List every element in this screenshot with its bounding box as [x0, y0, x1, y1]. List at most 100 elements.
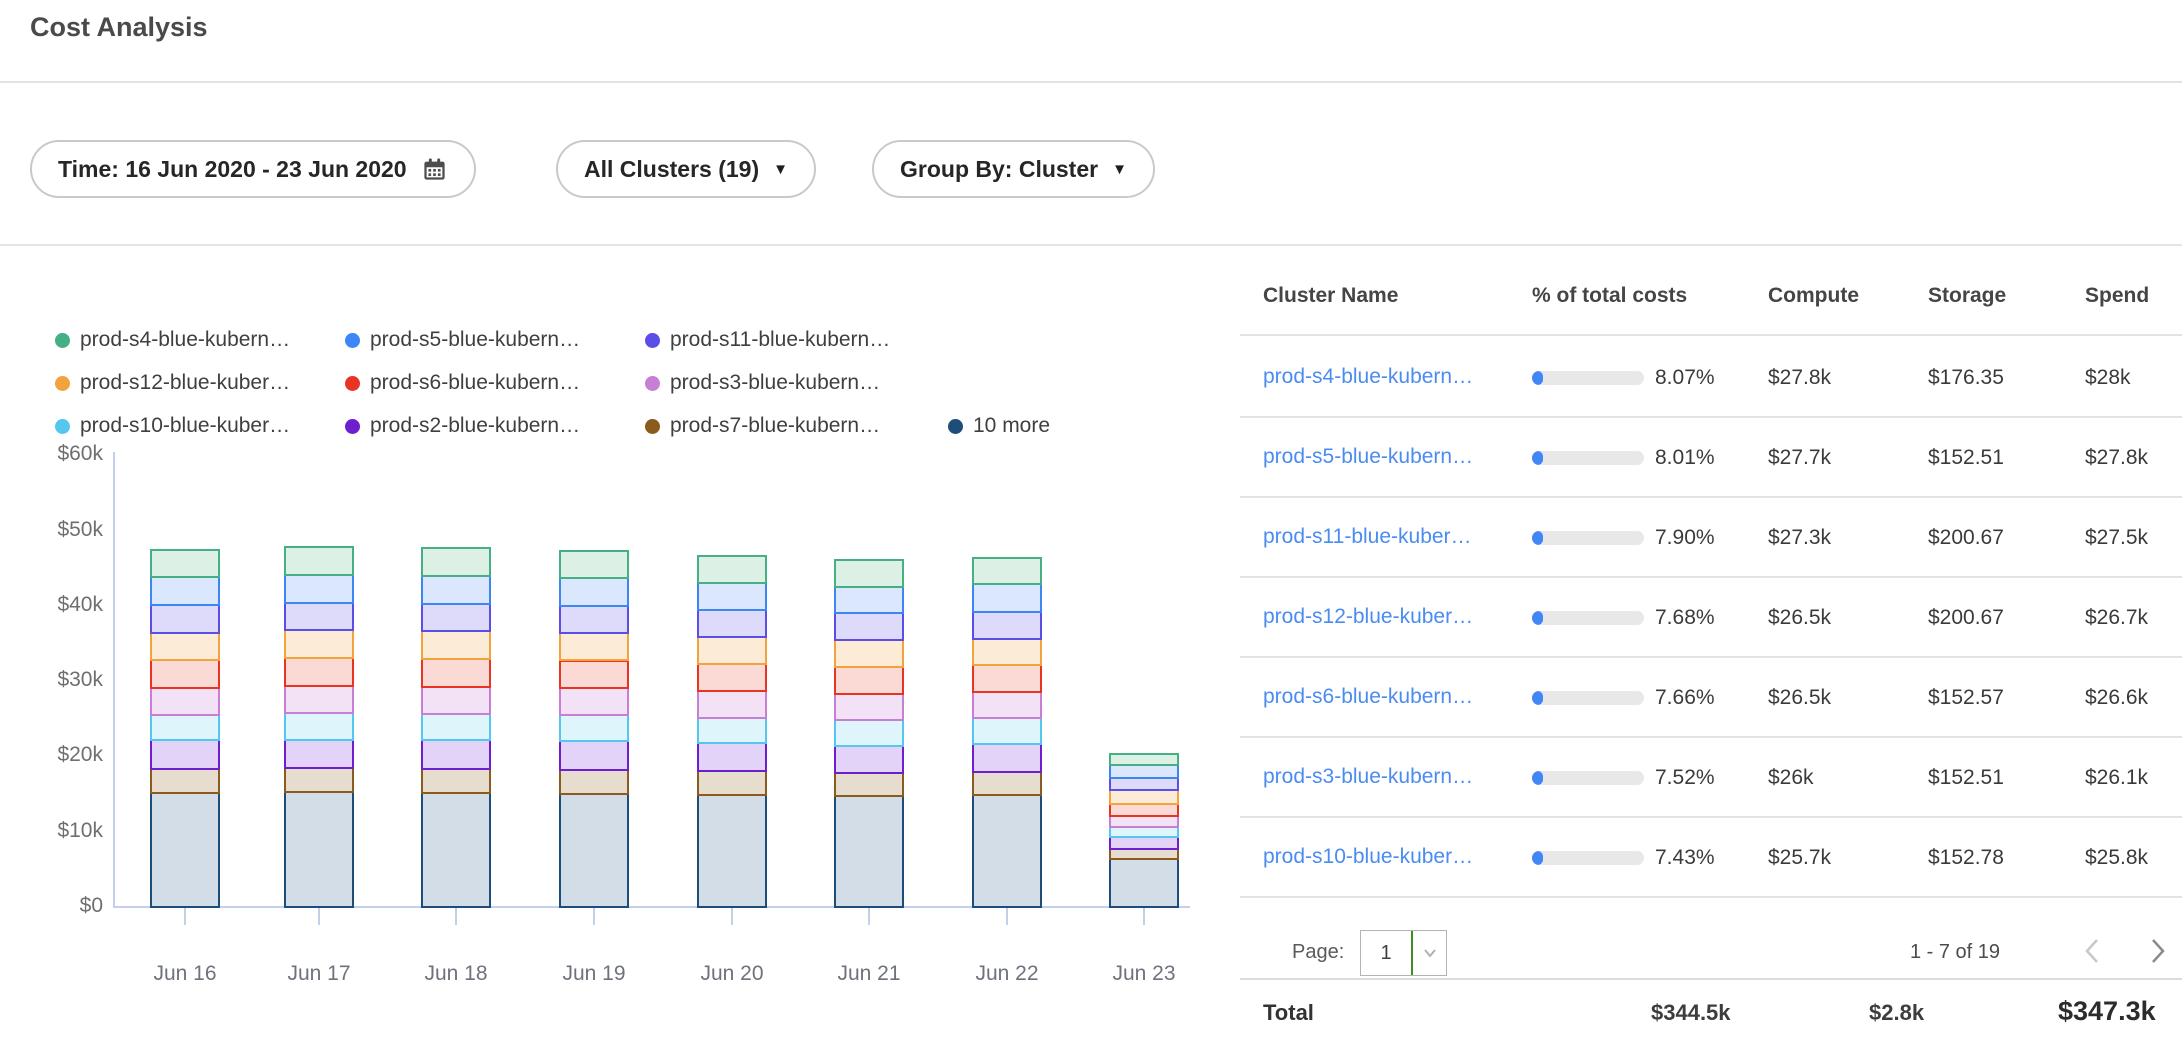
bar-segment[interactable] — [559, 740, 629, 771]
bar-segment[interactable] — [559, 576, 629, 607]
bar-segment[interactable] — [834, 585, 904, 615]
legend-item[interactable]: prod-s2-blue-kubern… — [345, 412, 580, 440]
bar-segment[interactable] — [150, 631, 220, 661]
bar-segment[interactable] — [559, 768, 629, 795]
bar-segment[interactable] — [559, 792, 629, 908]
bar-segment[interactable] — [421, 575, 491, 606]
legend-item[interactable]: prod-s4-blue-kubern… — [55, 326, 290, 354]
bar-segment[interactable] — [150, 739, 220, 770]
legend-item[interactable]: prod-s6-blue-kubern… — [345, 369, 580, 397]
bar-segment[interactable] — [284, 767, 354, 794]
bar-segment[interactable] — [421, 792, 491, 908]
bar-segment[interactable] — [559, 687, 629, 717]
bar-segment[interactable] — [1109, 776, 1179, 792]
bar-segment[interactable] — [972, 794, 1042, 908]
bar-segment[interactable] — [559, 659, 629, 690]
bar-segment[interactable] — [421, 630, 491, 660]
bar-segment[interactable] — [421, 739, 491, 770]
bar-segment[interactable] — [284, 685, 354, 715]
bar-segment[interactable] — [972, 717, 1042, 746]
bar-segment[interactable] — [834, 718, 904, 747]
bar-segment[interactable] — [697, 581, 767, 612]
bar-segment[interactable] — [972, 610, 1042, 640]
bar-segment[interactable] — [972, 637, 1042, 667]
bar-segment[interactable] — [559, 632, 629, 662]
bar-segment[interactable] — [697, 690, 767, 719]
bar-segment[interactable] — [559, 604, 629, 635]
bar-segment[interactable] — [284, 545, 354, 576]
legend-item[interactable]: prod-s3-blue-kubern… — [645, 369, 880, 397]
bar-segment[interactable] — [284, 601, 354, 632]
bar-segment[interactable] — [834, 665, 904, 695]
bar-segment[interactable] — [972, 743, 1042, 773]
bar-segment[interactable] — [559, 714, 629, 743]
bar-segment[interactable] — [834, 795, 904, 908]
cluster-name-link[interactable]: prod-s3-blue-kubern… — [1263, 765, 1474, 788]
cluster-name-link[interactable]: prod-s10-blue-kuber… — [1263, 845, 1474, 868]
bar-segment[interactable] — [284, 573, 354, 604]
bar-segment[interactable] — [150, 792, 220, 908]
bar-segment[interactable] — [421, 685, 491, 715]
bar-segment[interactable] — [150, 767, 220, 795]
bar-segment[interactable] — [150, 686, 220, 716]
bar-segment[interactable] — [150, 603, 220, 634]
legend-item[interactable]: prod-s5-blue-kubern… — [345, 326, 580, 354]
bar-segment[interactable] — [150, 713, 220, 742]
bar-segment[interactable] — [284, 712, 354, 741]
bar-segment[interactable] — [1109, 858, 1179, 908]
time-filter-pill[interactable]: Time: 16 Jun 2020 - 23 Jun 2020 — [30, 140, 476, 198]
cluster-name-link[interactable]: prod-s11-blue-kuber… — [1263, 525, 1472, 548]
bar-segment[interactable] — [1109, 752, 1179, 767]
bar-segment[interactable] — [421, 712, 491, 742]
cluster-name-link[interactable]: prod-s12-blue-kuber… — [1263, 605, 1474, 628]
bar-segment[interactable] — [972, 557, 1042, 586]
bar-segment[interactable] — [697, 609, 767, 639]
bar-segment[interactable] — [697, 663, 767, 693]
cluster-name-link[interactable]: prod-s4-blue-kubern… — [1263, 365, 1474, 388]
legend-item-label: prod-s3-blue-kubern… — [670, 371, 881, 394]
bar-segment[interactable] — [1109, 764, 1179, 779]
bar-segment[interactable] — [150, 575, 220, 606]
cluster-name-link[interactable]: prod-s5-blue-kubern… — [1263, 445, 1474, 468]
bar-segment[interactable] — [697, 742, 767, 773]
bar-segment[interactable] — [421, 603, 491, 633]
bar-segment[interactable] — [834, 639, 904, 668]
groupby-filter-pill[interactable]: Group By: Cluster ▼ — [872, 140, 1155, 198]
bar-segment[interactable] — [284, 629, 354, 660]
bar-segment[interactable] — [834, 771, 904, 798]
bar-segment[interactable] — [421, 658, 491, 688]
bar-segment[interactable] — [1109, 789, 1179, 805]
legend-item[interactable]: prod-s12-blue-kuber… — [55, 369, 290, 397]
bar-segment[interactable] — [834, 612, 904, 642]
bar-segment[interactable] — [697, 770, 767, 796]
legend-item[interactable]: prod-s10-blue-kuber… — [55, 412, 290, 440]
bar-segment[interactable] — [421, 767, 491, 795]
bar-segment[interactable] — [284, 657, 354, 688]
legend-item[interactable]: prod-s7-blue-kubern… — [645, 412, 880, 440]
bar-segment[interactable] — [284, 738, 354, 770]
bar-segment[interactable] — [972, 691, 1042, 720]
bar-segment[interactable] — [697, 793, 767, 908]
bar-segment[interactable] — [834, 559, 904, 588]
bar-segment[interactable] — [972, 770, 1042, 797]
bar-segment[interactable] — [150, 658, 220, 689]
bar-segment[interactable] — [421, 547, 491, 578]
cluster-name-link[interactable]: prod-s6-blue-kubern… — [1263, 685, 1474, 708]
legend-item[interactable]: 10 more — [948, 412, 1050, 440]
bar-segment[interactable] — [1109, 802, 1179, 817]
bar-segment[interactable] — [697, 554, 767, 584]
bar-segment[interactable] — [972, 664, 1042, 694]
legend-item[interactable]: prod-s11-blue-kubern… — [645, 326, 890, 354]
clusters-filter-pill[interactable]: All Clusters (19) ▼ — [556, 140, 816, 198]
bar-segment[interactable] — [697, 716, 767, 745]
prev-page-button[interactable] — [2078, 936, 2108, 966]
bar-segment[interactable] — [834, 744, 904, 774]
bar-segment[interactable] — [559, 549, 629, 579]
bar-segment[interactable] — [697, 636, 767, 666]
bar-segment[interactable] — [972, 583, 1042, 613]
bar-segment[interactable] — [150, 548, 220, 578]
page-select[interactable]: 1 — [1360, 930, 1447, 976]
bar-segment[interactable] — [834, 692, 904, 721]
bar-segment[interactable] — [284, 791, 354, 908]
next-page-button[interactable] — [2142, 936, 2172, 966]
